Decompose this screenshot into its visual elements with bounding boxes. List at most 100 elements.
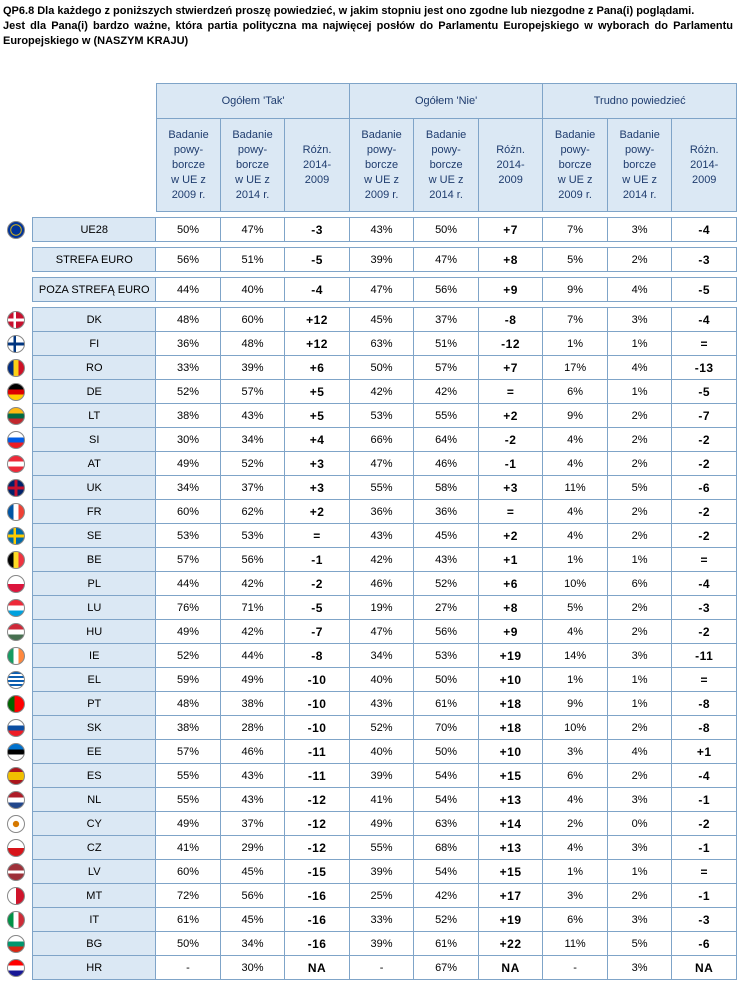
value-cell: 1% xyxy=(607,332,673,356)
sub-header-row: Badanie powy-borcze w UE z 2009 r. Badanie po… xyxy=(0,119,737,212)
value-cell: 43% xyxy=(220,764,286,788)
diff-cell: -1 xyxy=(672,836,737,860)
value-cell: 57% xyxy=(156,548,221,572)
value-cell: 45% xyxy=(220,860,286,884)
diff-cell: +7 xyxy=(478,217,544,242)
row-label: SE xyxy=(32,524,157,548)
sub-header-survey-2014: Badanie powy-borcze w UE z 2014 r. xyxy=(220,119,286,212)
diff-cell: -2 xyxy=(672,428,737,452)
value-cell: 3% xyxy=(607,956,673,980)
value-cell: 57% xyxy=(414,356,479,380)
sub-header-diff-2014-2009: Różn. 2014- 2009 xyxy=(478,119,544,212)
value-cell: 0% xyxy=(607,812,673,836)
diff-cell: -6 xyxy=(672,476,737,500)
value-cell: 2% xyxy=(607,884,673,908)
diff-cell: -8 xyxy=(672,716,737,740)
value-cell: 52% xyxy=(414,572,479,596)
table-row: PL 44% 42% -2 46% 52% +6 10% 6% -4 xyxy=(0,572,737,596)
value-cell: - xyxy=(543,956,608,980)
flag-be-icon xyxy=(7,551,26,569)
diff-cell: +1 xyxy=(672,740,737,764)
value-cell: 3% xyxy=(607,788,673,812)
value-cell: 60% xyxy=(220,307,286,332)
diff-cell: +18 xyxy=(478,716,544,740)
flag-fi-icon xyxy=(7,335,26,353)
value-cell: 2% xyxy=(607,500,673,524)
value-cell: 54% xyxy=(414,788,479,812)
diff-cell: -12 xyxy=(478,332,544,356)
value-cell: 49% xyxy=(220,668,286,692)
diff-cell: +19 xyxy=(478,644,544,668)
group-header-nie: Ogółem 'Nie' xyxy=(349,83,544,119)
value-cell: 2% xyxy=(607,452,673,476)
value-cell: 2% xyxy=(607,428,673,452)
diff-cell: -11 xyxy=(285,764,350,788)
value-cell: 39% xyxy=(349,860,415,884)
diff-cell: -7 xyxy=(672,404,737,428)
value-cell: 43% xyxy=(349,217,415,242)
value-cell: 47% xyxy=(220,217,286,242)
diff-cell: -8 xyxy=(285,644,350,668)
value-cell: 7% xyxy=(543,307,608,332)
diff-cell: +14 xyxy=(478,812,544,836)
diff-cell: -2 xyxy=(672,500,737,524)
value-cell: 3% xyxy=(607,644,673,668)
value-cell: 36% xyxy=(156,332,221,356)
diff-cell: = xyxy=(478,500,544,524)
value-cell: 14% xyxy=(543,644,608,668)
value-cell: 42% xyxy=(349,548,415,572)
table-row: HU 49% 42% -7 47% 56% +9 4% 2% -2 xyxy=(0,620,737,644)
diff-cell: -3 xyxy=(672,247,737,272)
value-cell: 72% xyxy=(156,884,221,908)
diff-cell: NA xyxy=(672,956,737,980)
value-cell: 29% xyxy=(220,836,286,860)
value-cell: 55% xyxy=(156,764,221,788)
diff-cell: -15 xyxy=(285,860,350,884)
table-row: SI 30% 34% +4 66% 64% -2 4% 2% -2 xyxy=(0,428,737,452)
diff-cell: = xyxy=(672,548,737,572)
value-cell: 43% xyxy=(220,788,286,812)
value-cell: 3% xyxy=(607,307,673,332)
row-label: LV xyxy=(32,860,157,884)
flag-pt-icon xyxy=(7,695,26,713)
row-label: PL xyxy=(32,572,157,596)
sub-header-survey-2014: Badanie powy-borcze w UE z 2014 r. xyxy=(607,119,673,212)
flag-es-icon xyxy=(7,767,26,785)
value-cell: 1% xyxy=(607,668,673,692)
diff-cell: -10 xyxy=(285,716,350,740)
diff-cell: -4 xyxy=(285,277,350,302)
flag-si-icon xyxy=(7,431,26,449)
diff-cell: +2 xyxy=(478,404,544,428)
table-row: EL 59% 49% -10 40% 50% +10 1% 1% = xyxy=(0,668,737,692)
sub-header-survey-2009: Badanie powy-borcze w UE z 2009 r. xyxy=(156,119,221,212)
value-cell: 46% xyxy=(220,740,286,764)
value-cell: 63% xyxy=(414,812,479,836)
question-text: QP6.8 Dla każdego z poniższych stwierdze… xyxy=(3,4,733,49)
value-cell: 42% xyxy=(414,380,479,404)
diff-cell: -3 xyxy=(672,908,737,932)
row-label: IE xyxy=(32,644,157,668)
value-cell: 2% xyxy=(607,247,673,272)
diff-cell: -4 xyxy=(672,307,737,332)
value-cell: 42% xyxy=(220,620,286,644)
value-cell: 62% xyxy=(220,500,286,524)
value-cell: 50% xyxy=(414,217,479,242)
value-cell: 50% xyxy=(156,217,221,242)
flag-ee-icon xyxy=(7,743,26,761)
flag-hu-icon xyxy=(7,623,26,641)
value-cell: 56% xyxy=(220,548,286,572)
value-cell: 66% xyxy=(349,428,415,452)
diff-cell: +19 xyxy=(478,908,544,932)
value-cell: 39% xyxy=(349,764,415,788)
flag-de-icon xyxy=(7,383,26,401)
diff-cell: -5 xyxy=(672,380,737,404)
table-row: ES 55% 43% -11 39% 54% +15 6% 2% -4 xyxy=(0,764,737,788)
flag-lv-icon xyxy=(7,863,26,881)
row-label: IT xyxy=(32,908,157,932)
value-cell: 4% xyxy=(607,740,673,764)
value-cell: 57% xyxy=(156,740,221,764)
diff-cell: NA xyxy=(285,956,350,980)
diff-cell: +1 xyxy=(478,548,544,572)
value-cell: 4% xyxy=(543,836,608,860)
row-label: UE28 xyxy=(32,217,157,242)
